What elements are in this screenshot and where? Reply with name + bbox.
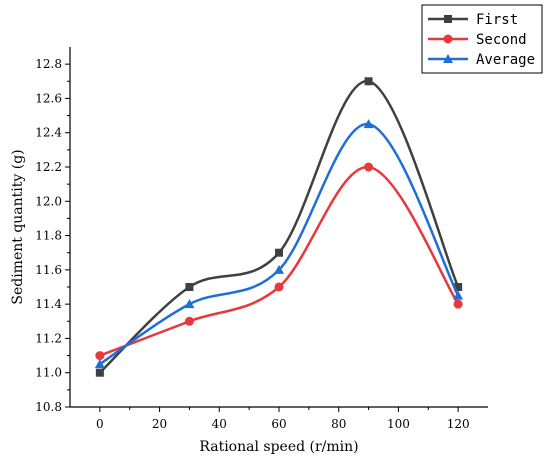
- data-point-second: [364, 162, 374, 172]
- y-tick-label: 11.8: [35, 229, 62, 243]
- legend: First Second Average: [421, 4, 543, 74]
- x-tick-label: 80: [331, 417, 346, 431]
- legend-label-second: Second: [476, 32, 527, 48]
- legend-marker-first: [444, 15, 452, 23]
- y-tick-label: 11.2: [35, 331, 62, 345]
- data-point-second: [184, 316, 194, 326]
- data-point-average: [453, 290, 464, 300]
- y-tick-label: 12.4: [35, 126, 62, 140]
- x-ticks: 0 20 40 60 80 100 120: [96, 407, 470, 431]
- y-tick-label: 12.8: [35, 57, 62, 71]
- data-point-average: [274, 264, 284, 274]
- x-tick-label: 120: [447, 417, 470, 431]
- data-point-second: [274, 282, 284, 292]
- series-line-second: [99, 165, 460, 357]
- data-point-first: [364, 77, 373, 86]
- y-ticks: 10.8 11.0 11.2 11.4 11.6 11.8 12.0 12.2 12.4 12.6…: [35, 57, 70, 414]
- legend-label-average: Average: [476, 52, 535, 68]
- y-tick-label: 10.8: [35, 400, 62, 414]
- x-tick-label: 100: [387, 417, 410, 431]
- legend-label-first: First: [476, 12, 518, 28]
- axes: [69, 47, 488, 408]
- plot-area: [94, 77, 464, 377]
- x-tick-label: 60: [271, 417, 286, 431]
- series-line-first: [98, 80, 460, 374]
- data-point-average: [94, 359, 105, 369]
- data-point-average: [363, 119, 374, 129]
- data-point-second: [95, 351, 105, 361]
- y-tick-label: 12.2: [35, 160, 62, 174]
- data-point-first: [454, 283, 463, 291]
- y-tick-label: 11.6: [35, 263, 62, 277]
- x-axis-title: Rational speed (r/min): [199, 439, 358, 455]
- y-axis-title: Sediment quantity (g): [10, 149, 26, 304]
- y-tick-label: 11.4: [35, 297, 62, 311]
- x-tick-label: 40: [212, 417, 227, 431]
- data-point-average: [184, 299, 195, 309]
- legend-marker-average: [443, 54, 453, 63]
- data-point-second: [453, 299, 463, 309]
- x-tick-label: 20: [152, 417, 167, 431]
- y-tick-label: 11.0: [35, 366, 62, 380]
- y-tick-label: 12.6: [35, 91, 62, 105]
- data-point-first: [95, 368, 104, 377]
- legend-marker-second: [443, 34, 453, 44]
- x-tick-label: 0: [96, 417, 104, 431]
- series-line-average: [99, 122, 460, 366]
- y-tick-label: 12.0: [35, 194, 62, 208]
- data-point-first: [275, 248, 283, 257]
- data-point-first: [185, 283, 194, 291]
